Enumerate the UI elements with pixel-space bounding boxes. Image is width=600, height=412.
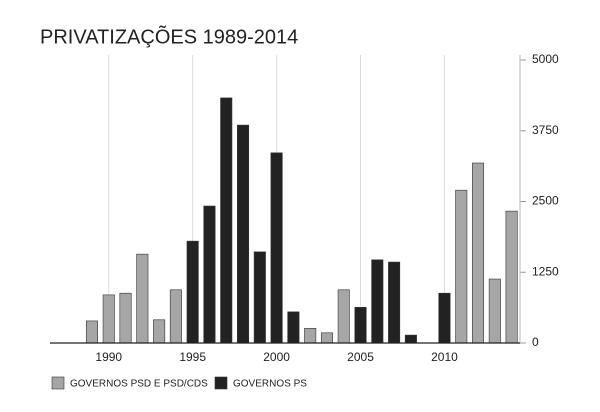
bar (404, 334, 417, 344)
bar (253, 251, 266, 344)
y-tick-label: 2500 (532, 194, 559, 208)
bar (102, 294, 115, 344)
bar (220, 97, 233, 344)
y-tick-label: 5000 (532, 52, 559, 66)
bar (354, 307, 367, 344)
bar (186, 240, 199, 344)
bar (304, 327, 317, 344)
y-tick-label: 0 (532, 335, 539, 349)
bar (438, 292, 451, 344)
bar (153, 319, 166, 344)
x-tick-label: 1990 (95, 350, 122, 364)
bar (505, 210, 518, 344)
bar (169, 289, 182, 344)
bar (388, 261, 401, 344)
bar (136, 253, 149, 344)
legend-swatch (214, 376, 228, 390)
bar (337, 289, 350, 344)
bar (320, 332, 333, 344)
x-tick-label: 1995 (179, 350, 206, 364)
bar (488, 278, 501, 344)
legend-swatch (51, 376, 65, 390)
bar (270, 152, 283, 344)
bar (119, 292, 132, 344)
x-tick-label: 2000 (263, 350, 290, 364)
y-tick-label: 3750 (532, 123, 559, 137)
legend-label: GOVERNOS PS (233, 379, 307, 390)
bar (472, 162, 485, 344)
bar (85, 320, 98, 344)
bar (237, 124, 250, 344)
bar (203, 205, 216, 344)
x-tick-label: 2010 (431, 350, 458, 364)
y-tick-label: 1250 (532, 264, 559, 278)
chart-title: PRIVATIZAÇÕES 1989-2014 (40, 24, 298, 48)
bar (371, 259, 384, 344)
bar (455, 189, 468, 344)
bar (287, 311, 300, 344)
legend-label: GOVERNOS PSD E PSD/CDS (70, 379, 208, 390)
x-tick-label: 2005 (347, 350, 374, 364)
